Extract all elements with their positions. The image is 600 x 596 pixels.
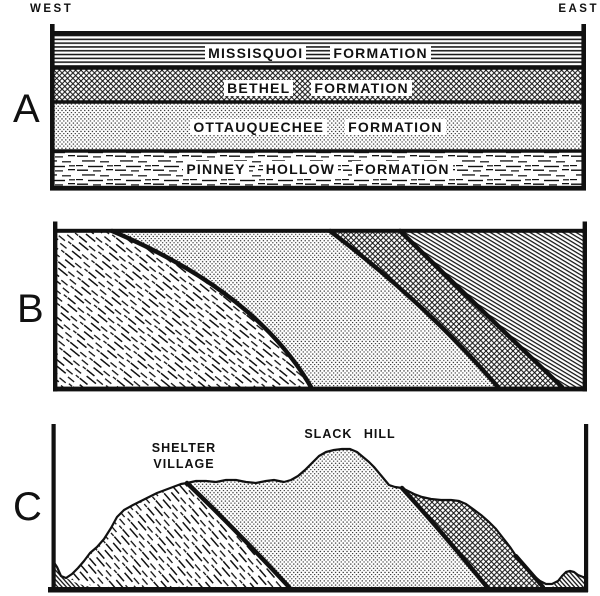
formation-label-word: HOLLOW xyxy=(262,161,339,177)
compass-label-east: EAST xyxy=(558,3,599,15)
panel-b-unit-bethel xyxy=(330,231,562,387)
formation-label-word: FORMATION xyxy=(345,119,446,135)
place-label-line: SHELTER xyxy=(151,441,217,455)
panel-c-terrain-profile xyxy=(51,447,589,586)
place-label-shelter-village: SHELTER VILLAGE xyxy=(137,441,231,472)
panel-a-border xyxy=(50,24,586,191)
formation-label-word: PINNEY xyxy=(183,161,249,177)
formation-label-word: OTTAUQUECHEE xyxy=(190,119,328,135)
panel-b-unit-ottauquechee xyxy=(112,231,498,387)
formation-label-word: FORMATION xyxy=(330,45,431,61)
panel-b-contacts xyxy=(109,228,565,390)
formation-label-word: MISSISQUOI xyxy=(205,45,307,61)
formation-label-word: FORMATION xyxy=(311,80,412,96)
panel-c-unit-ottauquechee xyxy=(187,449,487,587)
panel-c-unit-pinney-hollow xyxy=(66,483,289,587)
panel-c-section xyxy=(48,424,589,593)
formation-label-ottauquechee: OTTAUQUECHEE FORMATION xyxy=(52,119,584,135)
panel-a-layer-missisquoi xyxy=(52,33,584,68)
formation-label-word: FORMATION xyxy=(352,161,453,177)
panel-b-section xyxy=(53,221,587,392)
panel-c-unit-west-sliver xyxy=(53,560,96,588)
panel-b-unit-pinney-hollow xyxy=(57,231,311,387)
panel-b-border xyxy=(53,221,587,392)
formation-label-bethel: BETHEL FORMATION xyxy=(52,80,584,96)
panel-c-unit-bethel xyxy=(402,488,543,587)
formation-label-missisquoi: MISSISQUOI FORMATION xyxy=(52,45,584,61)
panel-b-unit-missisquoi xyxy=(400,231,583,387)
compass-label-west: WEST xyxy=(30,3,74,15)
panel-b-letter: B xyxy=(17,287,44,331)
place-label-slack-hill: SLACK HILL xyxy=(304,427,396,441)
panel-c-letter: C xyxy=(13,485,42,529)
place-label-line: VILLAGE xyxy=(153,456,215,471)
panel-a-letter: A xyxy=(13,87,40,131)
formation-label-word: BETHEL xyxy=(224,80,294,96)
panel-c-border xyxy=(48,424,589,593)
panel-a-layer-contacts xyxy=(51,66,585,153)
panel-c-unit-missisquoi-mound xyxy=(552,571,588,588)
formation-label-pinney-hollow: PINNEY HOLLOW FORMATION xyxy=(52,161,584,177)
